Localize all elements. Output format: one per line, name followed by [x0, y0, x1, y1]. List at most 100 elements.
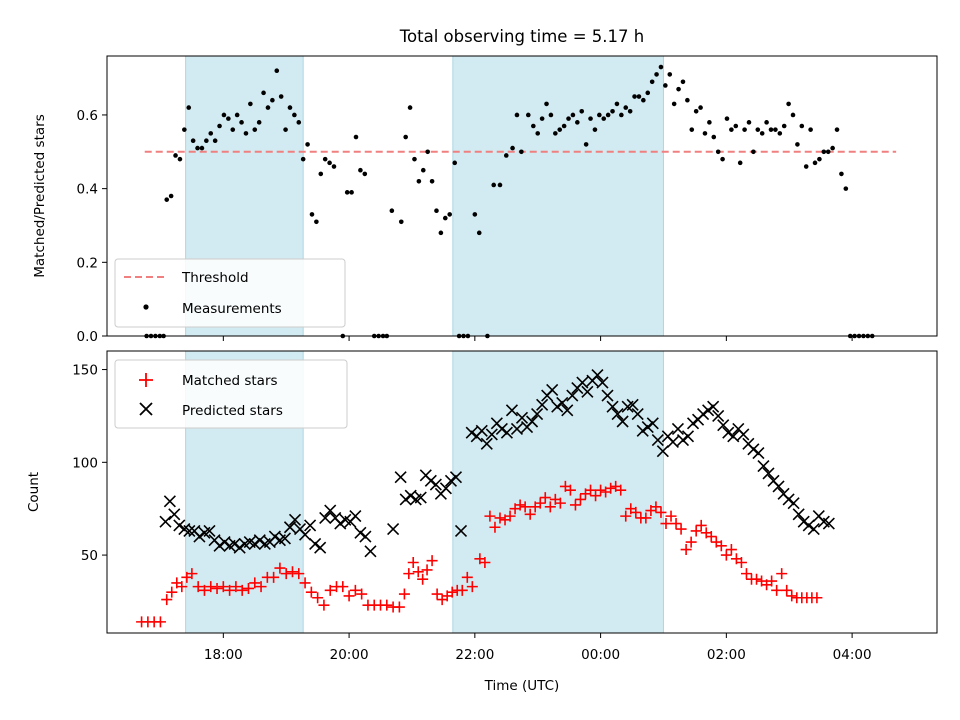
point-predicted-stars-79 — [581, 385, 594, 398]
point-measurements-63 — [434, 208, 439, 214]
point-matched-stars-66 — [514, 499, 526, 511]
point-matched-stars-104 — [705, 531, 717, 543]
point-matched-stars-89 — [630, 506, 642, 518]
point-predicted-stars-2 — [168, 508, 181, 521]
point-predicted-stars-100 — [686, 417, 700, 430]
point-measurements-13 — [199, 145, 205, 151]
point-measurements-72 — [476, 230, 482, 236]
point-predicted-stars-60 — [485, 428, 498, 441]
point-predicted-stars-11 — [213, 539, 226, 552]
point-predicted-stars-104 — [707, 400, 720, 413]
legend-measurements-swatch — [143, 304, 149, 310]
point-measurements-43 — [331, 164, 337, 169]
point-measurements-23 — [243, 131, 249, 136]
point-measurements-105 — [636, 94, 642, 99]
point-measurements-85 — [548, 112, 554, 118]
point-predicted-stars-84 — [606, 400, 619, 413]
point-matched-stars-7 — [176, 581, 188, 593]
point-measurements-146 — [817, 156, 822, 162]
point-matched-stars-14 — [217, 581, 229, 593]
point-matched-stars-117 — [771, 584, 783, 596]
point-predicted-stars-90 — [636, 424, 649, 437]
point-measurements-143 — [803, 164, 809, 169]
legend-matched-swatch — [139, 373, 153, 387]
point-predicted-stars-91 — [641, 421, 654, 434]
point-measurements-55 — [398, 219, 404, 225]
xtick-label-4: 02:00 — [707, 647, 746, 663]
bottom-plot-frame — [106, 350, 938, 634]
point-measurements-127 — [733, 123, 739, 129]
point-measurements-98 — [605, 112, 611, 118]
point-matched-stars-46 — [412, 566, 424, 578]
point-matched-stars-17 — [236, 584, 248, 596]
point-matched-stars-12 — [205, 581, 217, 593]
point-predicted-stars-0 — [159, 515, 172, 528]
point-measurements-47 — [353, 134, 359, 140]
point-matched-stars-19 — [249, 577, 261, 589]
point-predicted-stars-76 — [566, 389, 579, 402]
point-predicted-stars-107 — [722, 426, 735, 439]
point-measurements-9 — [182, 127, 187, 132]
point-matched-stars-18 — [242, 582, 254, 594]
point-measurements-109 — [654, 72, 659, 77]
xtick-label-1: 20:00 — [330, 647, 369, 663]
point-measurements-81 — [531, 123, 536, 129]
point-predicted-stars-110 — [737, 428, 750, 441]
point-predicted-stars-92 — [646, 417, 659, 430]
point-measurements-29 — [270, 97, 275, 103]
point-matched-stars-99 — [680, 544, 692, 556]
point-predicted-stars-25 — [283, 521, 297, 534]
point-measurements-92 — [579, 108, 585, 114]
point-matched-stars-76 — [564, 484, 576, 496]
point-predicted-stars-24 — [278, 532, 292, 545]
point-matched-stars-110 — [735, 557, 747, 568]
point-measurements-17 — [217, 123, 222, 129]
point-measurements-91 — [575, 120, 580, 125]
legend-predicted-label: Predicted stars — [182, 403, 283, 419]
point-matched-stars-48 — [421, 564, 433, 576]
point-measurements-112 — [667, 72, 673, 77]
point-measurements-126 — [729, 127, 734, 132]
bot-ytick-label-1: 100 — [72, 455, 98, 471]
point-measurements-48 — [358, 167, 363, 173]
point-matched-stars-96 — [665, 510, 677, 522]
point-matched-stars-59 — [479, 557, 491, 568]
point-matched-stars-30 — [318, 599, 330, 611]
legend-measurements-label: Measurements — [182, 301, 282, 317]
point-predicted-stars-99 — [681, 430, 695, 443]
point-matched-stars-118 — [776, 568, 788, 580]
point-matched-stars-43 — [398, 588, 410, 600]
point-matched-stars-61 — [489, 521, 501, 533]
point-measurements-145 — [812, 160, 818, 166]
point-matched-stars-95 — [660, 518, 672, 530]
point-measurements-61 — [425, 149, 430, 155]
bot-ytick-label-2: 150 — [72, 363, 98, 379]
point-predicted-stars-15 — [233, 541, 246, 554]
xtick-label-5: 04:00 — [833, 647, 872, 663]
point-measurements-5 — [164, 197, 170, 202]
point-measurements-152 — [843, 186, 849, 191]
point-measurements-36 — [300, 156, 306, 162]
point-measurements-15 — [208, 131, 214, 136]
point-measurements-77 — [510, 145, 515, 151]
point-predicted-stars-3 — [173, 519, 186, 532]
point-measurements-141 — [795, 142, 800, 147]
point-matched-stars-86 — [615, 484, 627, 496]
point-predicted-stars-113 — [752, 446, 765, 460]
point-measurements-106 — [641, 97, 646, 103]
point-predicted-stars-117 — [772, 480, 785, 493]
point-matched-stars-97 — [670, 518, 682, 530]
point-predicted-stars-43 — [394, 471, 407, 484]
point-predicted-stars-115 — [762, 467, 775, 480]
point-matched-stars-23 — [274, 562, 286, 574]
point-matched-stars-102 — [695, 519, 707, 531]
point-measurements-60 — [420, 167, 426, 173]
point-measurements-116 — [685, 97, 690, 103]
point-predicted-stars-75 — [561, 404, 574, 417]
point-matched-stars-71 — [539, 492, 551, 504]
point-measurements-65 — [442, 215, 448, 221]
point-matched-stars-120 — [786, 590, 798, 602]
point-predicted-stars-108 — [727, 430, 740, 443]
top-ytick-label-2: 0.4 — [77, 182, 98, 198]
point-predicted-stars-9 — [203, 524, 216, 538]
